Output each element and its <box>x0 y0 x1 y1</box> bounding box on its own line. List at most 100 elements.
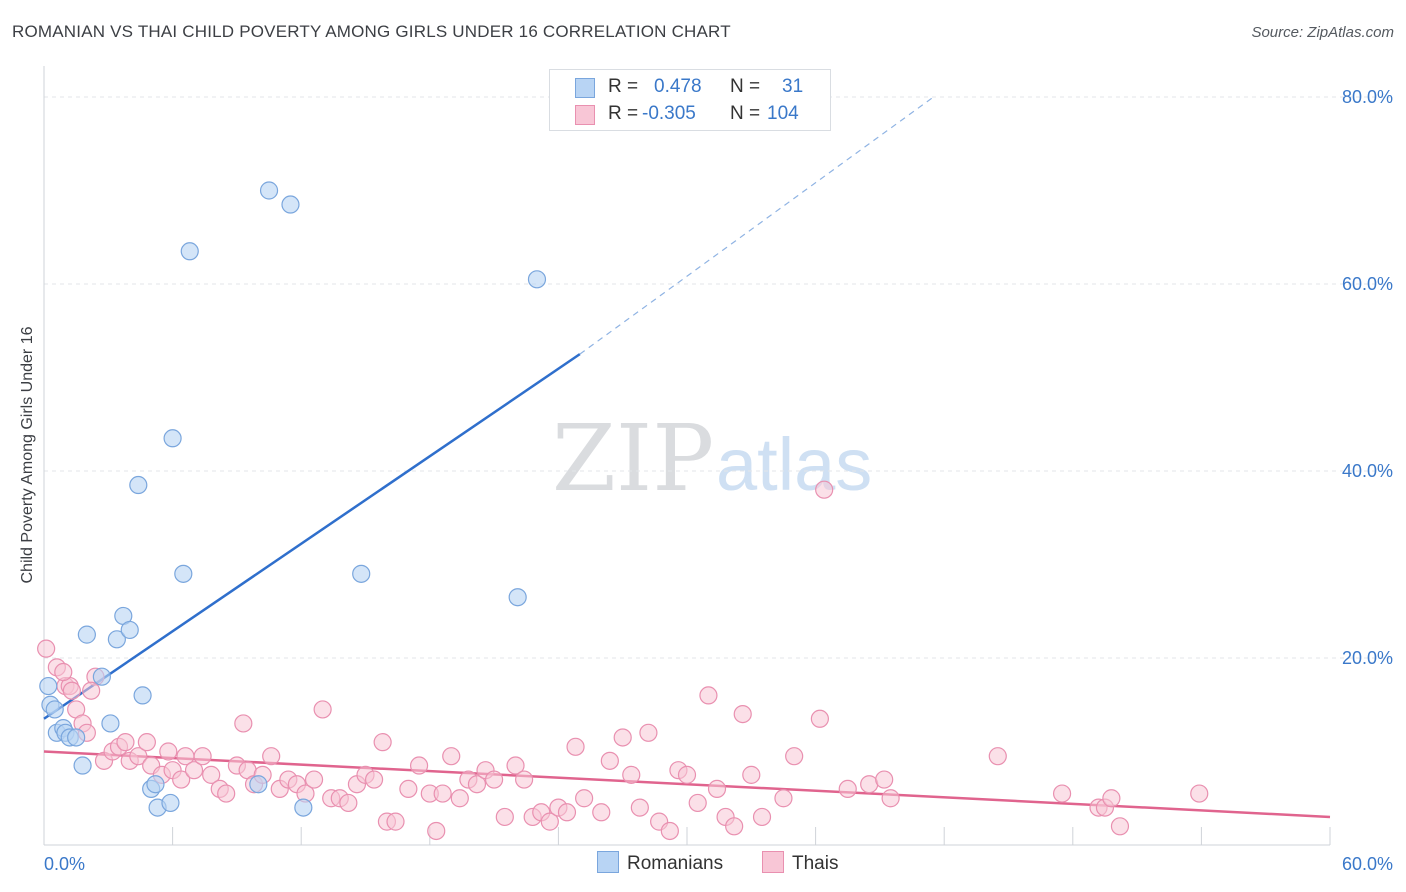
source-credit: Source: ZipAtlas.com <box>1251 24 1394 41</box>
thai-point <box>427 821 446 841</box>
romanian-point <box>146 775 165 794</box>
watermark-zip: ZIP <box>552 405 714 512</box>
thai-point <box>485 770 504 789</box>
romanian-point <box>163 429 182 448</box>
romanian-point <box>174 564 193 583</box>
thai-point <box>815 480 834 499</box>
thai-point <box>433 784 452 803</box>
romanian-point <box>294 798 313 817</box>
watermark-atlas: atlas <box>716 423 872 506</box>
thai-point <box>62 681 81 700</box>
romanian-point <box>508 588 527 607</box>
thai-point <box>540 812 559 831</box>
legend-n-value: 104 <box>767 103 799 124</box>
romanian-point <box>352 564 371 583</box>
thai-point <box>193 747 212 766</box>
legend-r-label: R = <box>608 103 639 124</box>
thai-point <box>304 770 324 789</box>
romanian-trend-extension <box>579 96 934 355</box>
thai-point <box>515 770 534 789</box>
thai-point <box>988 747 1007 766</box>
chart-title: ROMANIAN VS THAI CHILD POVERTY AMONG GIR… <box>12 22 731 41</box>
thai-point <box>495 807 514 827</box>
legend-swatch-thais <box>575 105 595 125</box>
thai-point <box>733 704 752 724</box>
thai-point <box>838 779 857 799</box>
bottom-swatch-romanians <box>597 851 619 873</box>
thai-point <box>600 751 619 770</box>
thai-point <box>557 803 577 822</box>
romanian-trend-line <box>43 353 581 720</box>
legend-r-value: 0.478 <box>654 76 702 97</box>
thai-point <box>881 789 900 808</box>
thai-point <box>699 686 718 705</box>
thai-point <box>639 723 658 742</box>
romanian-point <box>129 475 148 495</box>
tick-labels: 20.0% 40.0% 60.0% 80.0% 0.0% 60.0% <box>44 87 1393 874</box>
watermark: ZIP atlas <box>552 405 872 512</box>
thai-point <box>54 662 73 682</box>
romanian-point <box>120 620 139 640</box>
correlation-legend: R = 0.478 N = 31 R = -0.305 N = 104 <box>549 69 831 131</box>
romanian-point <box>107 630 126 649</box>
bottom-swatch-thais <box>762 851 784 873</box>
legend-r-value: -0.305 <box>642 103 696 124</box>
thai-point <box>752 807 772 827</box>
legend-swatch-romanians <box>575 78 595 98</box>
thai-point <box>364 770 384 789</box>
thai-point <box>159 742 178 761</box>
y-tick-label: 80.0% <box>1342 87 1393 107</box>
legend-r-label: R = <box>608 76 639 97</box>
thai-point <box>785 747 804 766</box>
bottom-legend-thais: Thais <box>762 851 838 875</box>
legend-n-value: 31 <box>782 76 804 97</box>
thai-point <box>399 779 418 799</box>
x-tick-label: 60.0% <box>1342 854 1393 874</box>
thai-point <box>566 737 585 756</box>
romanian-point <box>92 667 111 686</box>
thai-point <box>860 775 879 794</box>
thai-point <box>202 765 221 784</box>
thai-point <box>660 821 679 841</box>
thai-point <box>137 733 156 752</box>
romanian-point <box>77 625 96 644</box>
thai-point <box>875 770 894 789</box>
bottom-legend-label-romanians: Romanians <box>627 853 724 874</box>
y-tick-label: 40.0% <box>1342 461 1393 481</box>
x-tick-label: 0.0% <box>44 854 85 874</box>
thai-point <box>1052 784 1072 803</box>
thai-point <box>313 700 332 719</box>
gridlines <box>44 96 1392 659</box>
thai-point <box>725 817 744 836</box>
thai-point <box>575 789 594 808</box>
thai-point <box>373 733 392 752</box>
thai-point <box>172 770 191 789</box>
thai-point <box>37 639 56 658</box>
romanian-point <box>101 714 120 733</box>
thai-point <box>116 733 135 752</box>
legend-n-label: N = <box>730 103 761 124</box>
thai-point <box>613 728 632 747</box>
thai-point <box>622 765 641 784</box>
romanian-point <box>281 195 300 214</box>
romanian-point <box>180 242 199 261</box>
thai-point <box>1190 784 1209 803</box>
thai-point <box>1102 789 1121 808</box>
thai-point <box>1110 817 1130 836</box>
y-tick-label: 20.0% <box>1342 648 1393 668</box>
thai-point <box>774 789 793 808</box>
romanian-point <box>45 700 64 719</box>
romanian-point <box>67 728 86 747</box>
thai-point <box>467 775 487 794</box>
thai-point <box>217 784 236 803</box>
thai-point <box>82 681 101 700</box>
thai-point <box>506 756 525 775</box>
romanian-point <box>133 686 152 705</box>
romanian-point <box>73 756 92 775</box>
romanian-point <box>249 775 268 794</box>
thai-point <box>592 803 611 822</box>
thai-point <box>677 765 697 784</box>
legend-row-thais: R = -0.305 N = 104 <box>550 101 830 127</box>
legend-row-romanians: R = 0.478 N = 31 <box>550 74 830 100</box>
